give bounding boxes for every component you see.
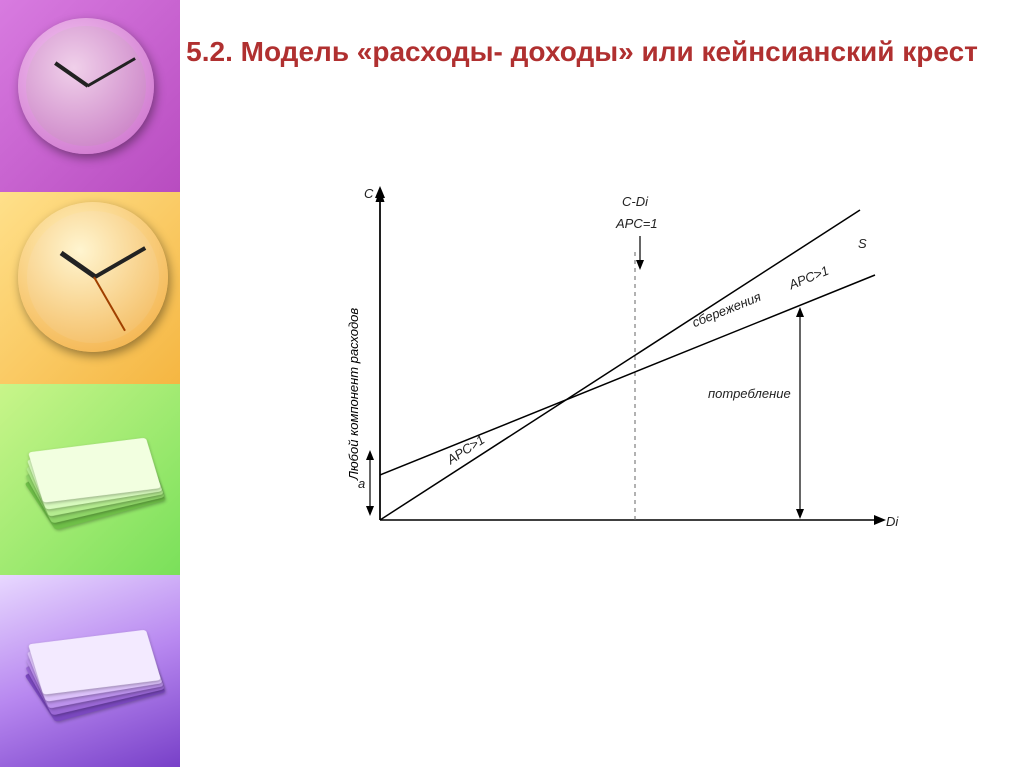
keynesian-cross-chart: C Di Любой компонент расходов C-Di APC=1…: [320, 180, 900, 540]
slide-title: 5.2. Модель «расходы- доходы» или кейнси…: [180, 34, 984, 70]
line-45deg: [380, 210, 860, 520]
label-consumption: потребление: [708, 386, 791, 401]
tile-clock-magenta: [0, 0, 180, 192]
slide-main: 5.2. Модель «расходы- доходы» или кейнси…: [180, 0, 1024, 767]
decorative-sidebar: [0, 0, 180, 767]
tile-papers-purple: [0, 575, 180, 767]
label-cdi: C-Di: [622, 194, 648, 209]
y-axis-rotated-label: Любой компонент расходов: [346, 308, 361, 480]
label-s: S: [858, 236, 867, 251]
label-a: a: [358, 476, 365, 491]
tile-papers-green: [0, 384, 180, 576]
line-consumption: [380, 275, 875, 475]
tile-clock-orange: [0, 192, 180, 384]
y-axis-label: C: [364, 186, 373, 201]
x-axis-label: Di: [886, 514, 898, 529]
chart-svg: [320, 180, 900, 540]
label-apc1: APC=1: [616, 216, 658, 231]
